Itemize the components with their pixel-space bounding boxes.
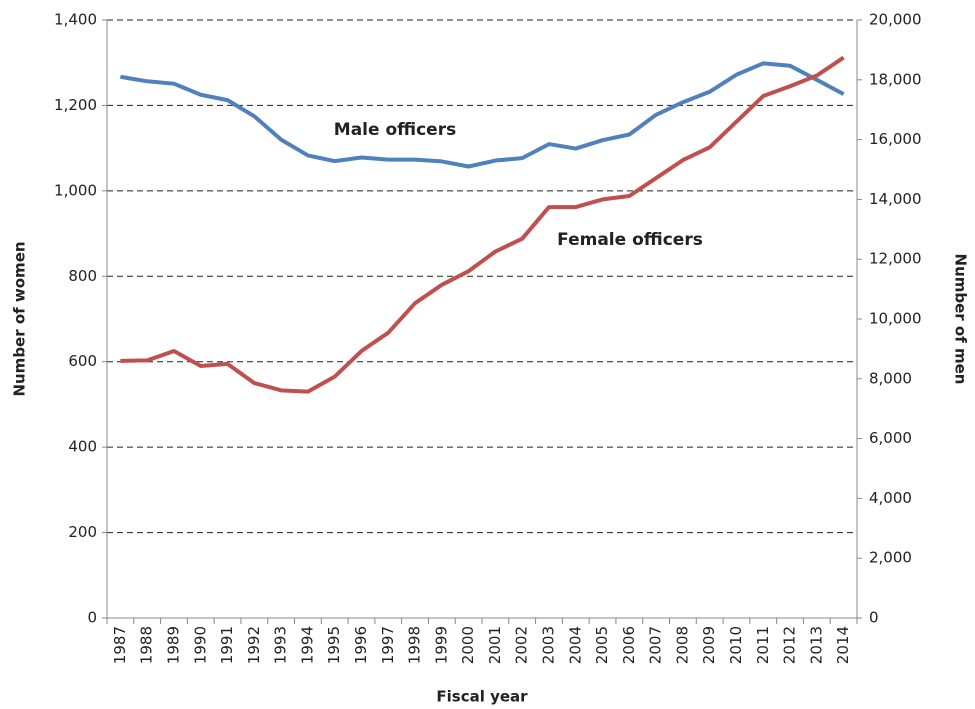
series-line xyxy=(120,61,845,169)
x-tick-label: 1992 xyxy=(245,626,263,664)
y2-tick-label: 0 xyxy=(869,609,879,627)
x-tick-label: 1989 xyxy=(164,626,182,664)
x-tick-label: 2008 xyxy=(673,626,691,664)
y2-tick-label: 10,000 xyxy=(869,310,922,328)
x-tick-label: 2013 xyxy=(807,626,825,664)
x-tick-label: 1998 xyxy=(406,626,424,664)
x-tick-label: 1987 xyxy=(111,626,129,664)
y2-tick-label: 18,000 xyxy=(869,70,922,88)
y2-tick-label: 14,000 xyxy=(869,190,922,208)
series-line xyxy=(120,55,845,394)
y2-tick-label: 12,000 xyxy=(869,250,922,268)
y2-tick-label: 2,000 xyxy=(869,549,912,567)
y-tick-label: 1,400 xyxy=(54,11,97,29)
x-tick-label: 2014 xyxy=(834,626,852,664)
x-tick-label: 2012 xyxy=(781,626,799,664)
y2-tick-label: 8,000 xyxy=(869,369,912,387)
y2-axis-title: Number of men xyxy=(952,254,970,385)
series-label: Female officers xyxy=(557,230,703,250)
x-tick-label: 2000 xyxy=(459,626,477,664)
x-tick-label: 2004 xyxy=(566,626,584,664)
x-tick-label: 1990 xyxy=(191,626,209,664)
series-label: Male officers xyxy=(334,120,456,140)
y2-tick-label: 20,000 xyxy=(869,11,922,29)
y-tick-label: 600 xyxy=(68,352,97,370)
y2-tick-label: 6,000 xyxy=(869,429,912,447)
x-tick-label: 2011 xyxy=(754,626,772,664)
x-tick-label: 1988 xyxy=(138,626,156,664)
x-tick-label: 1991 xyxy=(218,626,236,664)
x-tick-label: 1993 xyxy=(272,626,290,664)
x-tick-label: 1999 xyxy=(432,626,450,664)
x-tick-label: 2010 xyxy=(727,626,745,664)
x-tick-label: 2009 xyxy=(700,626,718,664)
y-tick-label: 1,000 xyxy=(54,181,97,199)
x-tick-label: 2007 xyxy=(647,626,665,664)
y-tick-label: 1,200 xyxy=(54,96,97,114)
y-tick-label: 200 xyxy=(68,523,97,541)
y-tick-label: 800 xyxy=(68,267,97,285)
y-axis-title: Number of women xyxy=(11,241,29,396)
x-tick-label: 1994 xyxy=(298,626,316,664)
x-tick-label: 2002 xyxy=(513,626,531,664)
x-tick-label: 2003 xyxy=(539,626,557,664)
x-axis-title: Fiscal year xyxy=(436,688,528,706)
x-tick-label: 2005 xyxy=(593,626,611,664)
y2-tick-label: 16,000 xyxy=(869,130,922,148)
x-tick-label: 2006 xyxy=(620,626,638,664)
x-tick-label: 1995 xyxy=(325,626,343,664)
y-tick-label: 400 xyxy=(68,438,97,456)
y-tick-label: 0 xyxy=(87,609,97,627)
x-tick-label: 1997 xyxy=(379,626,397,664)
x-tick-label: 1996 xyxy=(352,626,370,664)
x-tick-label: 2001 xyxy=(486,626,504,664)
y2-tick-label: 4,000 xyxy=(869,489,912,507)
